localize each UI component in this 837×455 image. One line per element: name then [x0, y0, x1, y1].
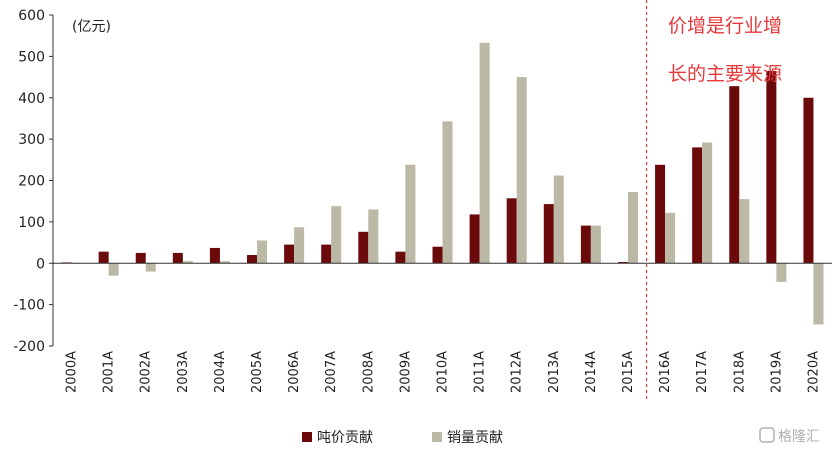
bar-price-2001A: [98, 251, 109, 264]
bar-volume-2006A: [294, 227, 305, 264]
x-tick-label: 2017A: [695, 351, 710, 393]
bar-price-2006A: [284, 244, 295, 264]
x-tick-label: 2009A: [398, 351, 413, 393]
bar-price-2013A: [543, 204, 554, 264]
bar-price-2012A: [506, 198, 517, 264]
bar-price-2015A: [617, 262, 628, 264]
x-tick-label: 2020A: [806, 351, 821, 393]
y-tick-label: 600: [18, 8, 45, 24]
x-tick-label: 2004A: [213, 351, 228, 393]
x-tick-label: 2012A: [510, 351, 525, 393]
bar-price-2010A: [432, 246, 443, 264]
annotation-line-1: 价增是行业增: [668, 15, 782, 37]
legend-swatch-volume: [432, 432, 442, 442]
y-tick-label: 400: [18, 91, 45, 107]
x-tick-label: 2006A: [287, 351, 302, 393]
bar-price-2003A: [172, 252, 183, 264]
bar-price-2014A: [580, 225, 591, 264]
x-tick-label: 2003A: [176, 351, 191, 393]
y-tick-label: -200: [13, 339, 45, 355]
x-axis: 2000A 2001A 2002A 2003A 2004A 2005A 2006A 2007A…: [53, 262, 832, 393]
bar-volume-2009A: [405, 164, 416, 264]
y-unit-label: (亿元): [72, 19, 111, 35]
bar-volume-2002A: [145, 263, 156, 272]
bar-volume-2017A: [702, 142, 713, 264]
bar-volume-2015A: [627, 192, 638, 264]
bar-price-2008A: [358, 231, 369, 264]
bar-volume-2007A: [331, 206, 342, 264]
bar-volume-2001A: [108, 263, 119, 276]
y-tick-label: 100: [18, 215, 45, 231]
y-tick-label: 500: [18, 49, 45, 65]
x-tick-label: 2000A: [65, 351, 80, 393]
x-tick-label: 2014A: [584, 351, 599, 393]
x-tick-label: 2001A: [102, 351, 117, 393]
bar-volume-2008A: [368, 209, 379, 264]
x-tick-label: 2015A: [621, 351, 636, 393]
legend-label-volume: 销量贡献: [447, 430, 503, 446]
bar-volume-2018A: [739, 199, 750, 264]
bar-price-2018A: [729, 86, 740, 264]
bar-volume-2003A: [182, 261, 193, 264]
bar-price-2009A: [395, 251, 406, 264]
x-tick-label: 2011A: [473, 351, 488, 393]
x-tick-label: 2019A: [769, 351, 784, 393]
bar-price-2017A: [692, 147, 703, 264]
bar-volume-2012A: [516, 77, 527, 264]
bar-price-2020A: [803, 97, 814, 264]
x-tick-label: 2008A: [361, 351, 376, 393]
bar-price-2007A: [321, 244, 332, 264]
y-tick-label: 300: [18, 132, 45, 148]
legend-swatch-price: [302, 432, 312, 442]
bar-volume-2005A: [257, 240, 268, 264]
bar-volume-2010A: [442, 121, 453, 264]
bar-volume-2020A: [813, 263, 824, 325]
legend-label-price: 吨价贡献: [317, 430, 373, 446]
y-tick-label: -100: [13, 298, 45, 314]
bar-volume-2016A: [665, 212, 676, 264]
bar-price-2019A: [766, 70, 777, 264]
bar-volume-2014A: [590, 225, 601, 264]
x-tick-label: 2002A: [139, 351, 154, 393]
y-tick-label: 0: [36, 256, 45, 272]
watermark-text: 格隆汇: [778, 429, 820, 445]
y-axis: 600 500 400 300 200 100 0 -100 -200: [13, 8, 54, 355]
bars: [61, 42, 824, 325]
bar-volume-2011A: [479, 42, 490, 264]
x-tick-label: 2007A: [324, 351, 339, 393]
x-tick-label: 2013A: [547, 351, 562, 393]
x-tick-label: 2016A: [658, 351, 673, 393]
bar-volume-2013A: [553, 175, 564, 264]
y-tick-label: 200: [18, 174, 45, 190]
bar-price-2016A: [655, 164, 666, 264]
bar-price-2004A: [209, 247, 220, 264]
bar-price-2002A: [135, 252, 146, 264]
bar-volume-2004A: [219, 261, 230, 264]
annotation-line-2: 长的主要来源: [668, 63, 782, 85]
bar-price-2011A: [469, 214, 480, 264]
x-tick-label: 2005A: [250, 351, 265, 393]
bar-volume-2019A: [776, 263, 787, 282]
legend: 吨价贡献 销量贡献: [302, 430, 503, 446]
x-tick-label: 2018A: [732, 351, 747, 393]
watermark-logo-icon: [759, 427, 775, 443]
watermark: 格隆汇: [759, 427, 820, 445]
bar-price-2005A: [247, 254, 258, 264]
x-tick-label: 2010A: [436, 351, 451, 393]
